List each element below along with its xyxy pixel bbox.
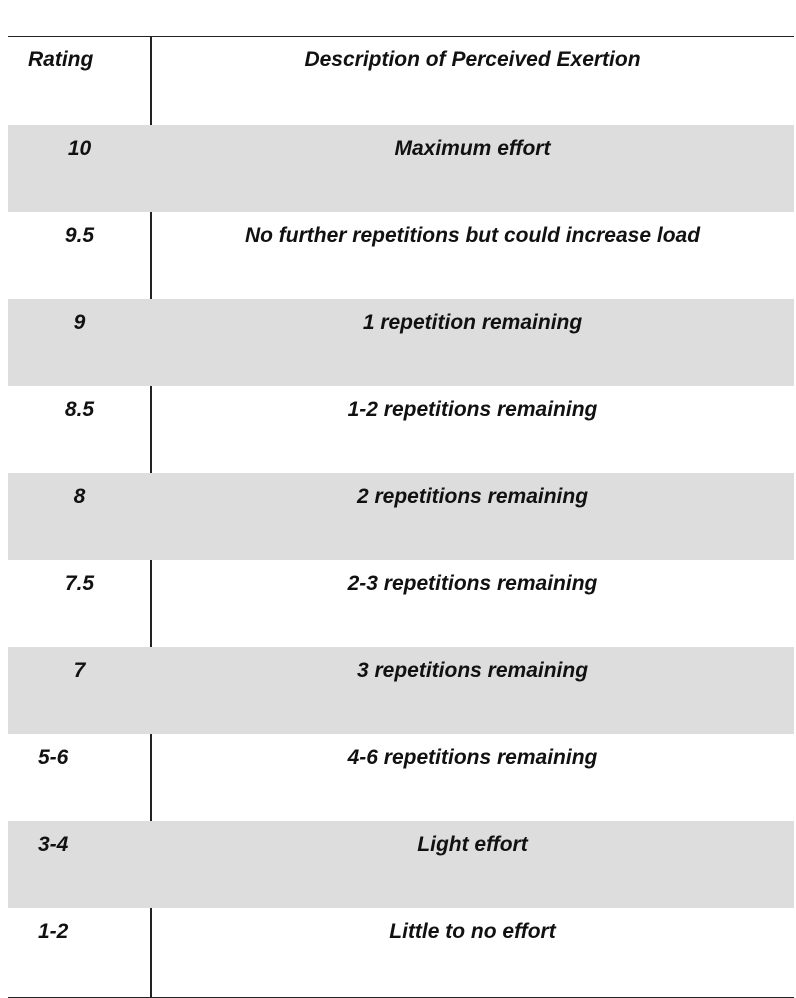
table-row: 3-4 Light effort (8, 821, 794, 908)
description-cell: 1-2 repetitions remaining (347, 398, 598, 421)
table-row: 8.5 1-2 repetitions remaining (8, 386, 794, 473)
rpe-table: Rating Description of Perceived Exertion… (8, 36, 794, 998)
description-cell: Maximum effort (394, 137, 551, 160)
table-row: 5-6 4-6 repetitions remaining (8, 734, 794, 821)
table-row: 9.5 No further repetitions but could incr… (8, 212, 794, 299)
header-rating: Rating (28, 48, 94, 71)
table-row: 8 2 repetitions remaining (8, 473, 794, 560)
table-header-row: Rating Description of Perceived Exertion (8, 37, 794, 125)
rating-cell: 8.5 (64, 398, 95, 421)
rating-cell: 1-2 (38, 920, 69, 943)
table-row: 7 3 repetitions remaining (8, 647, 794, 734)
table-body: 10 Maximum effort 9.5 No further repetition… (8, 125, 794, 997)
description-cell: Little to no effort (389, 920, 556, 943)
rating-cell: 8 (73, 485, 86, 508)
description-cell: 4-6 repetitions remaining (347, 746, 598, 769)
rating-cell: 3-4 (38, 833, 69, 856)
table-row: 10 Maximum effort (8, 125, 794, 212)
rating-cell: 7.5 (64, 572, 95, 595)
rating-cell: 9.5 (64, 224, 95, 247)
description-cell: 1 repetition remaining (362, 311, 583, 334)
rating-cell: 7 (73, 659, 86, 682)
header-description: Description of Perceived Exertion (304, 48, 641, 71)
table-row: 1-2 Little to no effort (8, 908, 794, 997)
description-cell: No further repetitions but could increas… (244, 224, 701, 247)
description-cell: 2 repetitions remaining (356, 485, 589, 508)
description-cell: 2-3 repetitions remaining (347, 572, 598, 595)
rating-cell: 5-6 (38, 746, 69, 769)
rating-cell: 9 (73, 311, 86, 334)
rating-cell: 10 (67, 137, 92, 160)
description-cell: Light effort (417, 833, 528, 856)
description-cell: 3 repetitions remaining (356, 659, 589, 682)
table-row: 7.5 2-3 repetitions remaining (8, 560, 794, 647)
table-row: 9 1 repetition remaining (8, 299, 794, 386)
